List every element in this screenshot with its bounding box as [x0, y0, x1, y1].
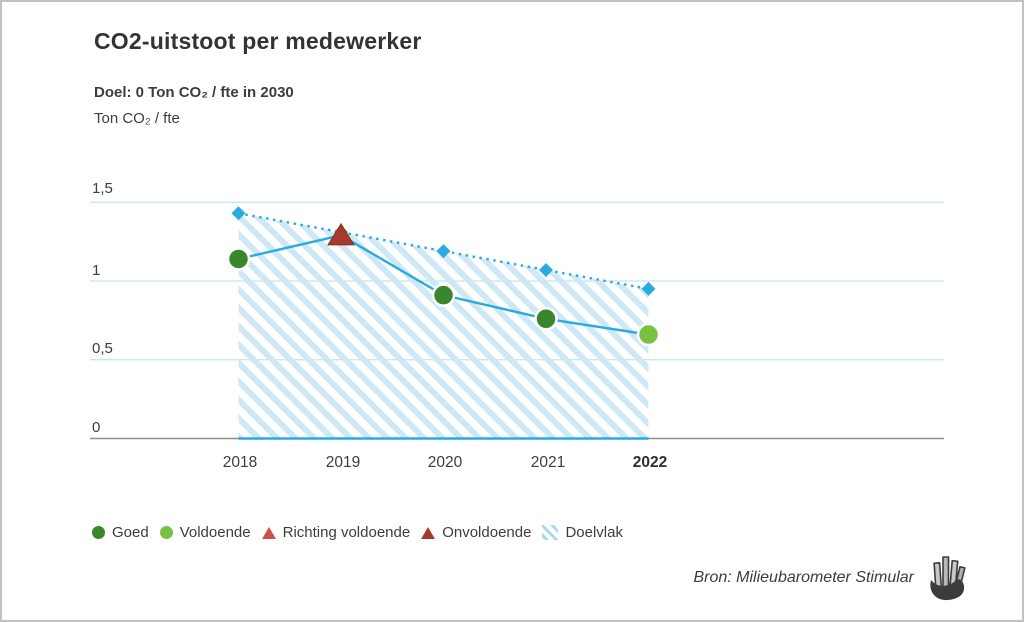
legend-label: Goed: [112, 524, 149, 541]
x-tick-label-2020: 2020: [427, 454, 463, 471]
x-tick-label-2021: 2021: [530, 454, 566, 471]
legend-item-voldoende: Voldoende: [159, 524, 251, 541]
legend-label: Onvoldoende: [442, 524, 532, 541]
goed-marker-icon: [92, 526, 105, 539]
x-tick-label-2019: 2019: [325, 454, 361, 471]
onvoldoende-marker-icon: [421, 526, 436, 539]
richting-voldoende-marker-icon: [261, 526, 276, 539]
legend-label: Doelvlak: [565, 524, 623, 541]
legend-item-richting-voldoende: Richting voldoende: [261, 524, 411, 541]
legend-label: Voldoende: [179, 524, 251, 541]
y-tick-label: 0: [92, 419, 101, 436]
legend-item-doelvlak: Doelvlak: [542, 524, 623, 541]
voldoende-marker-icon: [159, 526, 173, 539]
legend-item-onvoldoende: Onvoldoende: [421, 524, 531, 541]
chart-goal-subtitle: Doel: 0 Ton CO₂ / fte in 2030: [94, 84, 294, 101]
source-credit: Bron: Milieubarometer Stimular: [693, 569, 914, 586]
y-tick-label: 0,5: [92, 340, 113, 357]
stimular-hand-logo-icon: [930, 556, 966, 601]
page-title: CO2-uitstoot per medewerker: [94, 28, 422, 54]
x-tick-label-2018: 2018: [222, 454, 258, 471]
y-axis-unit-label: Ton CO₂ / fte: [94, 110, 180, 127]
x-tick-label-2022-current: 2022: [632, 454, 668, 471]
doelvlak-hatch-icon: [542, 525, 559, 540]
y-tick-label: 1,5: [92, 180, 113, 197]
footer: Bron: Milieubarometer Stimular: [693, 554, 970, 602]
legend-label: Richting voldoende: [282, 524, 411, 541]
y-tick-label: 1: [92, 262, 101, 279]
legend-item-goed: Goed: [92, 524, 149, 541]
legend: Goed Voldoende Richting voldoende Onvold…: [92, 524, 623, 541]
